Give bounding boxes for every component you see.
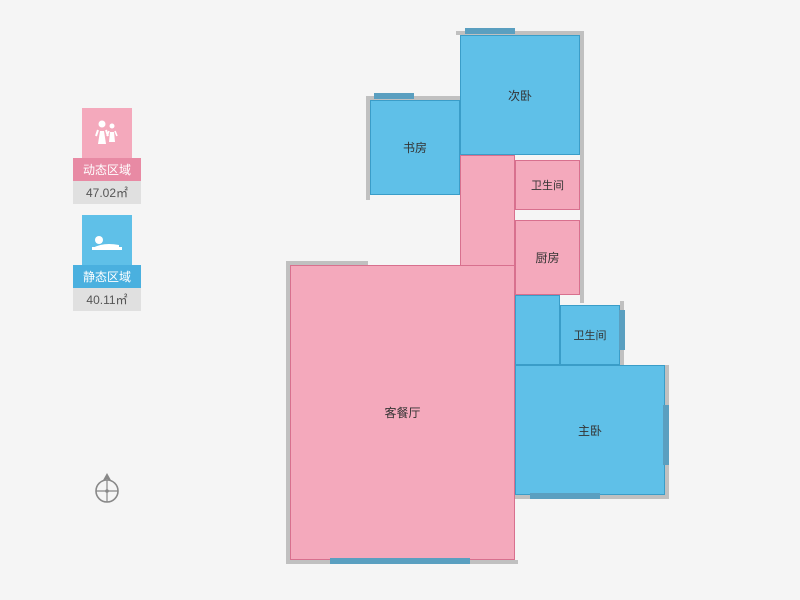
- people-icon: [82, 108, 132, 158]
- room-hall-connect: [515, 295, 560, 365]
- room-label: 客餐厅: [384, 404, 420, 421]
- room-kitchen: 厨房: [515, 220, 580, 295]
- room-label: 厨房: [535, 249, 559, 266]
- window-marker: [530, 493, 600, 499]
- window-marker: [374, 93, 414, 99]
- legend-dynamic-value: 47.02㎡: [73, 181, 141, 204]
- legend-static-value: 40.11㎡: [73, 288, 141, 311]
- room-label: 次卧: [508, 87, 532, 104]
- room-bathroom2: 卫生间: [560, 305, 620, 365]
- room-label: 卫生间: [574, 327, 607, 343]
- legend-dynamic-zone: 动态区域 47.02㎡: [73, 108, 141, 204]
- floorplan-container: 次卧 书房 卫生间 主卧 卫生间 厨房 客餐厅: [270, 25, 690, 575]
- legend-dynamic-label: 动态区域: [73, 158, 141, 181]
- window-marker: [330, 558, 470, 564]
- window-marker: [663, 405, 669, 465]
- window-marker: [465, 28, 515, 34]
- room-bathroom1: 卫生间: [515, 160, 580, 210]
- outer-wall: [580, 155, 584, 303]
- window-marker: [619, 310, 625, 350]
- room-label: 卫生间: [531, 177, 564, 193]
- room-living-dining: 客餐厅: [290, 265, 515, 560]
- legend-static-zone: 静态区域 40.11㎡: [73, 215, 141, 311]
- room-study: 书房: [370, 100, 460, 195]
- room-master-bedroom: 主卧: [515, 365, 665, 495]
- sleep-icon: [82, 215, 132, 265]
- compass-icon: [88, 470, 126, 508]
- room-label: 主卧: [578, 422, 602, 439]
- room-label: 书房: [403, 139, 427, 156]
- outer-wall: [580, 31, 584, 159]
- legend-static-label: 静态区域: [73, 265, 141, 288]
- room-secondary-bedroom: 次卧: [460, 35, 580, 155]
